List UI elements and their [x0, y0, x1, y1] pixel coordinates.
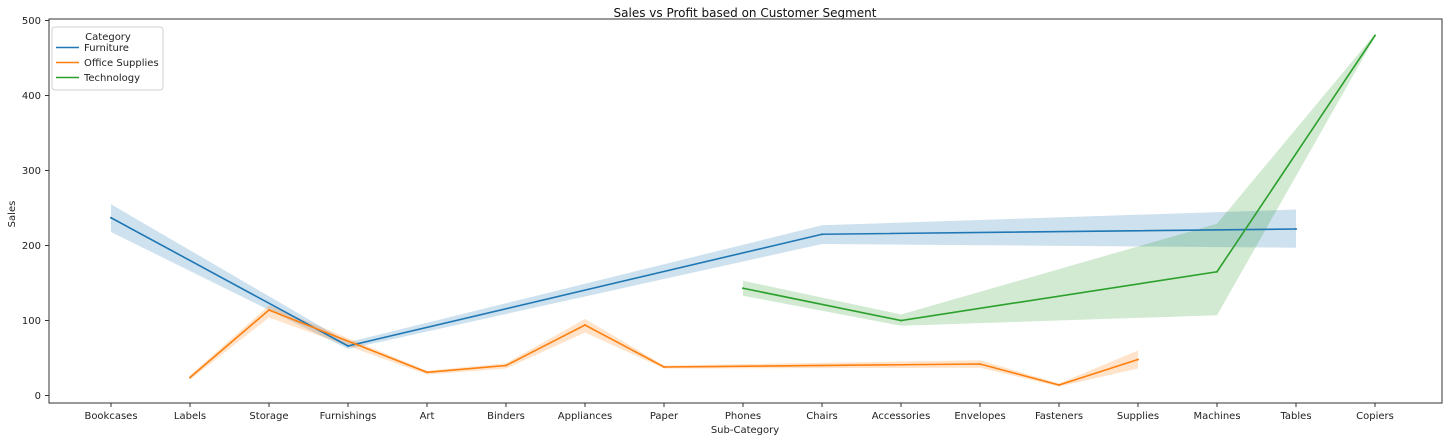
legend-box: [51, 26, 164, 91]
band-furniture: [111, 204, 1296, 349]
x-axis-title: Sub-Category: [711, 425, 779, 436]
point-technology-copiers: [1374, 34, 1376, 37]
y-tick-label-0: 0: [35, 391, 41, 402]
plot-area-frame: [48, 18, 1443, 404]
legend-label-furniture: Furniture: [84, 43, 129, 54]
band-technology: [743, 34, 1375, 326]
x-tick-label-copiers: Copiers: [1356, 411, 1394, 422]
x-tick-label-envelopes: Envelopes: [954, 411, 1005, 422]
point-technology-accessories: [900, 319, 902, 322]
point-furniture-chairs: [821, 233, 823, 236]
x-tick-label-appliances: Appliances: [558, 411, 612, 422]
point-office-supplies-binders: [505, 364, 507, 367]
y-axis: 0 100 200 300 400 500: [22, 16, 49, 402]
point-office-supplies-art: [426, 371, 428, 374]
x-tick-label-accessories: Accessories: [872, 411, 931, 422]
point-office-supplies-paper: [663, 366, 665, 368]
x-tick-label-storage: Storage: [249, 411, 288, 422]
point-office-supplies-appliances: [584, 324, 586, 326]
x-tick-label-chairs: Chairs: [806, 411, 838, 422]
x-tick-label-phones: Phones: [725, 411, 761, 422]
point-office-supplies-supplies: [1137, 358, 1139, 361]
legend: Category Furniture Office Supplies Technol…: [51, 26, 164, 91]
y-tick-label-400: 400: [22, 91, 41, 102]
legend-title: Category: [85, 32, 131, 43]
x-tick-label-supplies: Supplies: [1117, 411, 1159, 422]
legend-label-office-supplies: Office Supplies: [84, 58, 159, 69]
y-tick-label-500: 500: [22, 16, 41, 27]
y-tick-label-300: 300: [22, 166, 41, 177]
point-technology-machines: [1216, 270, 1218, 273]
x-tick-label-machines: Machines: [1193, 411, 1240, 422]
point-office-supplies-storage: [268, 309, 270, 311]
point-furniture-tables: [1295, 228, 1297, 230]
x-tick-label-furnishings: Furnishings: [320, 411, 377, 422]
x-tick-label-tables: Tables: [1279, 411, 1311, 422]
x-tick-label-paper: Paper: [650, 411, 679, 422]
x-tick-label-fasteners: Fasteners: [1035, 411, 1083, 422]
confidence-bands: [111, 34, 1375, 387]
point-office-supplies-envelopes: [979, 363, 981, 365]
line-furniture: [110, 217, 1297, 347]
point-office-supplies-labels: [189, 376, 191, 379]
x-axis: Bookcases Labels Storage Furnishings Art Bind…: [84, 403, 1394, 422]
x-tick-label-art: Art: [420, 411, 435, 422]
line-technology: [742, 35, 1376, 322]
band-office-supplies: [190, 305, 1138, 387]
x-tick-label-bookcases: Bookcases: [84, 411, 137, 422]
y-tick-label-100: 100: [22, 316, 41, 327]
point-furniture-furnishings: [347, 345, 349, 347]
chart-title: Sales vs Profit based on Customer Segmen…: [614, 6, 877, 20]
series-lines: [110, 34, 1376, 386]
x-tick-label-labels: Labels: [174, 411, 206, 422]
y-tick-label-200: 200: [22, 241, 41, 252]
point-technology-phones: [742, 287, 744, 290]
y-axis-title: Sales: [7, 201, 18, 228]
point-furniture-bookcases: [110, 216, 112, 219]
legend-label-technology: Technology: [83, 73, 140, 84]
x-tick-label-binders: Binders: [487, 411, 525, 422]
point-office-supplies-fasteners: [1058, 384, 1060, 386]
